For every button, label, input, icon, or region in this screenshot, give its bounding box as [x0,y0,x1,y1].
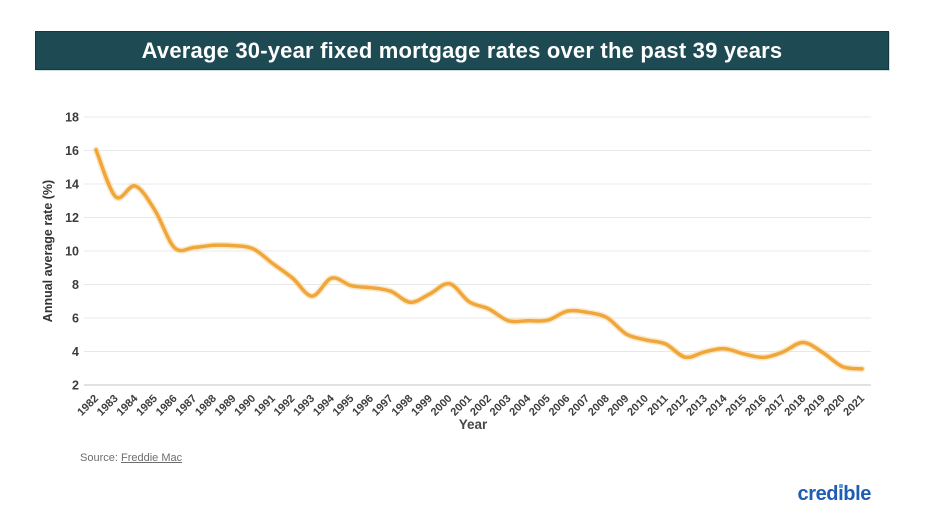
svg-text:1982: 1982 [75,393,101,419]
svg-text:6: 6 [72,312,79,326]
svg-text:2015: 2015 [724,393,750,419]
credible-logo: credı ble [797,483,871,506]
rate-line-halo [92,146,866,373]
svg-text:1984: 1984 [115,392,141,418]
x-axis-tick-labels: 1982198319841985198619871988198919901991… [75,392,867,418]
svg-text:1987: 1987 [174,393,200,419]
svg-text:1989: 1989 [213,393,239,419]
logo-i-dot [838,484,843,488]
svg-text:1988: 1988 [193,393,219,419]
chart-title-banner: Average 30-year fixed mortgage rates ove… [35,31,889,70]
svg-text:1994: 1994 [311,392,337,418]
svg-text:2018: 2018 [782,393,808,419]
svg-text:8: 8 [72,278,79,292]
svg-text:2020: 2020 [822,393,848,419]
gridlines [84,116,871,386]
svg-text:4: 4 [72,345,79,359]
y-axis-title: Annual average rate (%) [41,180,55,322]
svg-text:2013: 2013 [684,393,710,419]
svg-text:1991: 1991 [252,393,278,419]
svg-text:2008: 2008 [586,393,612,419]
svg-text:2014: 2014 [704,392,730,418]
svg-text:1998: 1998 [390,393,416,419]
svg-text:2021: 2021 [841,393,867,419]
svg-text:18: 18 [65,111,79,125]
rate-line [94,148,864,371]
logo-dotless-i: ı [838,483,844,505]
svg-text:2002: 2002 [468,393,494,419]
svg-text:2006: 2006 [547,393,573,419]
svg-text:2000: 2000 [429,393,455,419]
svg-text:2001: 2001 [449,393,475,419]
svg-text:12: 12 [65,211,79,225]
source-note: Source: Freddie Mac [80,452,182,464]
svg-text:1997: 1997 [370,393,396,419]
logo-text-pre: cred [797,483,839,505]
svg-text:1986: 1986 [154,393,180,419]
svg-text:2007: 2007 [566,393,592,419]
svg-text:2016: 2016 [743,393,769,419]
svg-text:1990: 1990 [232,393,258,419]
svg-text:1995: 1995 [331,393,357,419]
svg-text:10: 10 [65,245,79,259]
svg-text:2004: 2004 [507,392,533,418]
svg-text:1985: 1985 [134,393,160,419]
svg-text:2012: 2012 [665,393,691,419]
svg-text:2017: 2017 [763,393,789,419]
logo-text-post: ble [843,483,871,505]
svg-text:2019: 2019 [802,393,828,419]
svg-text:2: 2 [72,379,79,393]
svg-text:14: 14 [65,178,79,192]
svg-text:1992: 1992 [272,393,298,419]
svg-text:16: 16 [65,144,79,158]
y-axis-tick-labels: 2 4 6 8 10 12 14 16 18 [65,111,79,393]
source-link-freddie-mac[interactable]: Freddie Mac [120,452,183,464]
svg-text:1996: 1996 [350,393,376,419]
chart-title: Average 30-year fixed mortgage rates ove… [141,37,783,63]
svg-text:1993: 1993 [291,393,317,419]
svg-text:1999: 1999 [409,393,435,419]
x-axis-title: Year [459,417,488,432]
svg-text:2011: 2011 [645,393,670,418]
svg-text:1983: 1983 [95,393,121,419]
svg-text:2010: 2010 [625,393,651,419]
logo-i: ı [838,483,844,506]
svg-text:2005: 2005 [527,393,553,419]
source-label: Source: [80,452,118,464]
svg-text:2003: 2003 [488,393,514,419]
svg-text:2009: 2009 [606,393,632,419]
